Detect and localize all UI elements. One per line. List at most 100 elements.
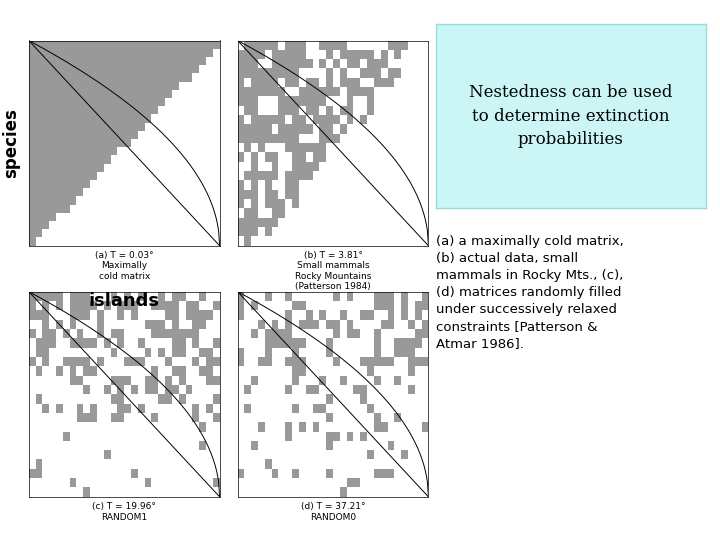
Bar [76,221,84,230]
Bar [374,237,381,246]
Bar [251,394,258,403]
Bar [199,106,206,114]
Bar [326,460,333,469]
Bar [70,450,76,460]
Bar [172,469,179,478]
Bar [244,441,251,450]
Bar [258,394,265,403]
Bar [285,227,292,237]
Bar [258,348,265,357]
Bar [97,348,104,357]
Bar [186,156,192,164]
Bar [179,188,186,197]
Bar [199,375,206,385]
Bar [179,478,186,488]
Bar [346,488,354,497]
Bar [63,488,70,497]
Bar [90,197,97,205]
Bar [238,422,244,431]
Bar [251,478,258,488]
Bar [172,197,179,205]
Bar [192,139,199,147]
Bar [387,180,395,190]
Bar [158,180,165,188]
Bar [56,348,63,357]
Bar [42,238,49,246]
Bar [340,292,346,301]
Bar [354,97,360,106]
Bar [422,488,428,497]
Bar [299,413,306,422]
Bar [381,69,387,78]
Bar [258,403,265,413]
Bar [367,152,374,162]
Bar [251,431,258,441]
Bar [165,366,172,375]
Bar [213,366,220,375]
Bar [401,124,408,134]
Bar [312,338,320,348]
Bar [145,188,151,197]
Bar [145,164,151,172]
Bar [415,375,422,385]
Bar [70,460,76,469]
Bar [381,338,387,348]
Bar [408,134,415,143]
Bar [258,301,265,310]
Bar [401,357,408,366]
Bar [172,431,179,441]
Bar [131,441,138,450]
Bar [213,147,220,156]
Bar [422,106,428,115]
Bar [172,450,179,460]
Bar [381,431,387,441]
Bar [192,292,199,301]
Bar [340,329,346,338]
Bar [172,403,179,413]
Bar [326,143,333,152]
Bar [84,460,90,469]
Bar [165,422,172,431]
Bar [381,348,387,357]
Bar [124,310,131,320]
Bar [251,460,258,469]
Bar [320,329,326,338]
Bar [124,488,131,497]
Bar [35,450,42,460]
Bar [145,238,151,246]
Bar [186,123,192,131]
Bar [312,413,320,422]
Bar [415,134,422,143]
Bar [279,162,285,171]
Text: species: species [1,108,20,178]
Bar [333,338,340,348]
Bar [238,40,244,50]
Bar [346,385,354,394]
Bar [63,366,70,375]
Bar [199,385,206,394]
Bar [42,441,49,450]
Bar [172,90,179,98]
Bar [186,292,192,301]
Bar [186,431,192,441]
Bar [367,171,374,180]
Bar [158,164,165,172]
Bar [131,320,138,329]
Bar [192,478,199,488]
Bar [367,478,374,488]
Bar [360,218,367,227]
Bar [381,143,387,152]
Bar [333,422,340,431]
Bar [192,156,199,164]
Bar [29,394,35,403]
Bar [333,460,340,469]
Bar [186,180,192,188]
Bar [415,320,422,329]
Bar [279,357,285,366]
Bar [70,431,76,441]
Bar [90,478,97,488]
Bar [292,460,299,469]
Bar [408,422,415,431]
Bar [320,357,326,366]
Bar [199,147,206,156]
